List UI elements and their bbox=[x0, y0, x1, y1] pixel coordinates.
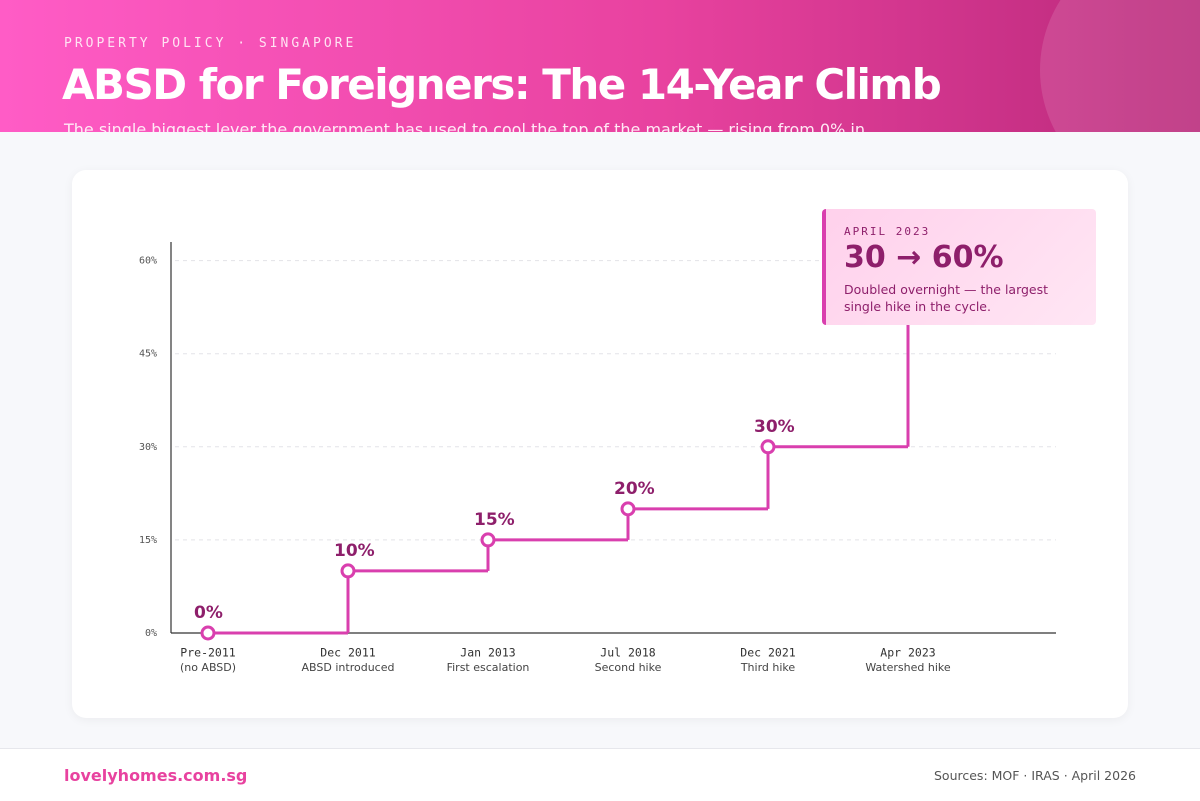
annotation-headline: 30 → 60% bbox=[844, 240, 1004, 275]
chart: 0%15%30%45%60%Pre-2011(no ABSD)Dec 2011A… bbox=[139, 242, 1056, 674]
x-tick-label: Jan 2013 bbox=[460, 646, 515, 660]
sources: Sources: MOF · IRAS · April 2026 bbox=[934, 768, 1136, 783]
x-tick-label: Dec 2011 bbox=[320, 646, 375, 660]
title: ABSD for Foreigners: The 14-Year Climb bbox=[62, 60, 942, 109]
brand: lovelyhomes.com.sg bbox=[64, 766, 248, 785]
point-marker bbox=[480, 532, 496, 548]
x-tick-note: Third hike bbox=[740, 661, 796, 674]
annotation-kicker: APRIL 2023 bbox=[844, 225, 931, 238]
x-tick-note: First escalation bbox=[447, 661, 530, 674]
y-tick-label: 30% bbox=[139, 442, 157, 453]
point-marker bbox=[340, 563, 356, 579]
header: PROPERTY POLICY · SINGAPORE ABSD for For… bbox=[0, 0, 1200, 132]
value-label: 0% bbox=[194, 603, 223, 623]
value-label: 20% bbox=[614, 479, 655, 499]
y-tick-label: 60% bbox=[139, 256, 157, 267]
point-marker bbox=[620, 501, 636, 517]
annotation: APRIL 2023 30 → 60% Doubled overnight — … bbox=[822, 209, 1096, 325]
subtitle: The single biggest lever the government … bbox=[64, 120, 865, 132]
x-tick-label: Pre-2011 bbox=[180, 646, 235, 660]
value-label: 30% bbox=[754, 417, 795, 437]
x-tick-note: ABSD introduced bbox=[302, 661, 395, 674]
x-tick-note: Watershed hike bbox=[865, 661, 950, 674]
value-label: 15% bbox=[474, 510, 515, 530]
value-label: 10% bbox=[334, 541, 375, 561]
eyebrow: PROPERTY POLICY · SINGAPORE bbox=[64, 36, 357, 51]
x-tick-label: Jul 2018 bbox=[600, 646, 655, 660]
footer: lovelyhomes.com.sg Sources: MOF · IRAS ·… bbox=[0, 748, 1200, 801]
x-tick-label: Dec 2021 bbox=[740, 646, 795, 660]
x-tick-note: Second hike bbox=[595, 661, 662, 674]
decor-circle bbox=[1040, 0, 1200, 132]
point-marker bbox=[760, 439, 776, 455]
x-tick-note: (no ABSD) bbox=[180, 661, 236, 674]
y-tick-label: 0% bbox=[145, 628, 157, 639]
annotation-text: Doubled overnight — the largest single h… bbox=[844, 282, 1049, 314]
x-tick-label: Apr 2023 bbox=[880, 646, 935, 660]
point-marker bbox=[200, 625, 216, 641]
y-tick-label: 45% bbox=[139, 349, 157, 360]
y-tick-label: 15% bbox=[139, 535, 157, 546]
